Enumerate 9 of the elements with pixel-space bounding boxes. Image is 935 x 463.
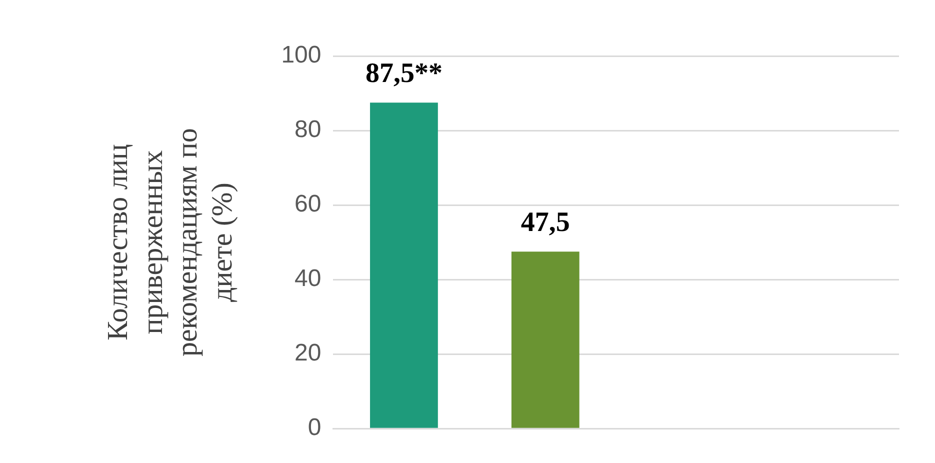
y-axis-title: Количество лиц приверженных рекомендациям по диете (%) — [102, 128, 238, 356]
data-label: 47,5 — [520, 206, 570, 238]
data-label: 87,5** — [365, 58, 442, 89]
y-tick-label: 100 — [281, 42, 322, 69]
y-tick-label: 60 — [294, 190, 322, 218]
y-tick-label: 20 — [294, 340, 322, 367]
y-tick-label: 40 — [294, 265, 322, 292]
y-tick-label: 0 — [308, 414, 322, 442]
y-tick-label: 80 — [294, 116, 322, 144]
